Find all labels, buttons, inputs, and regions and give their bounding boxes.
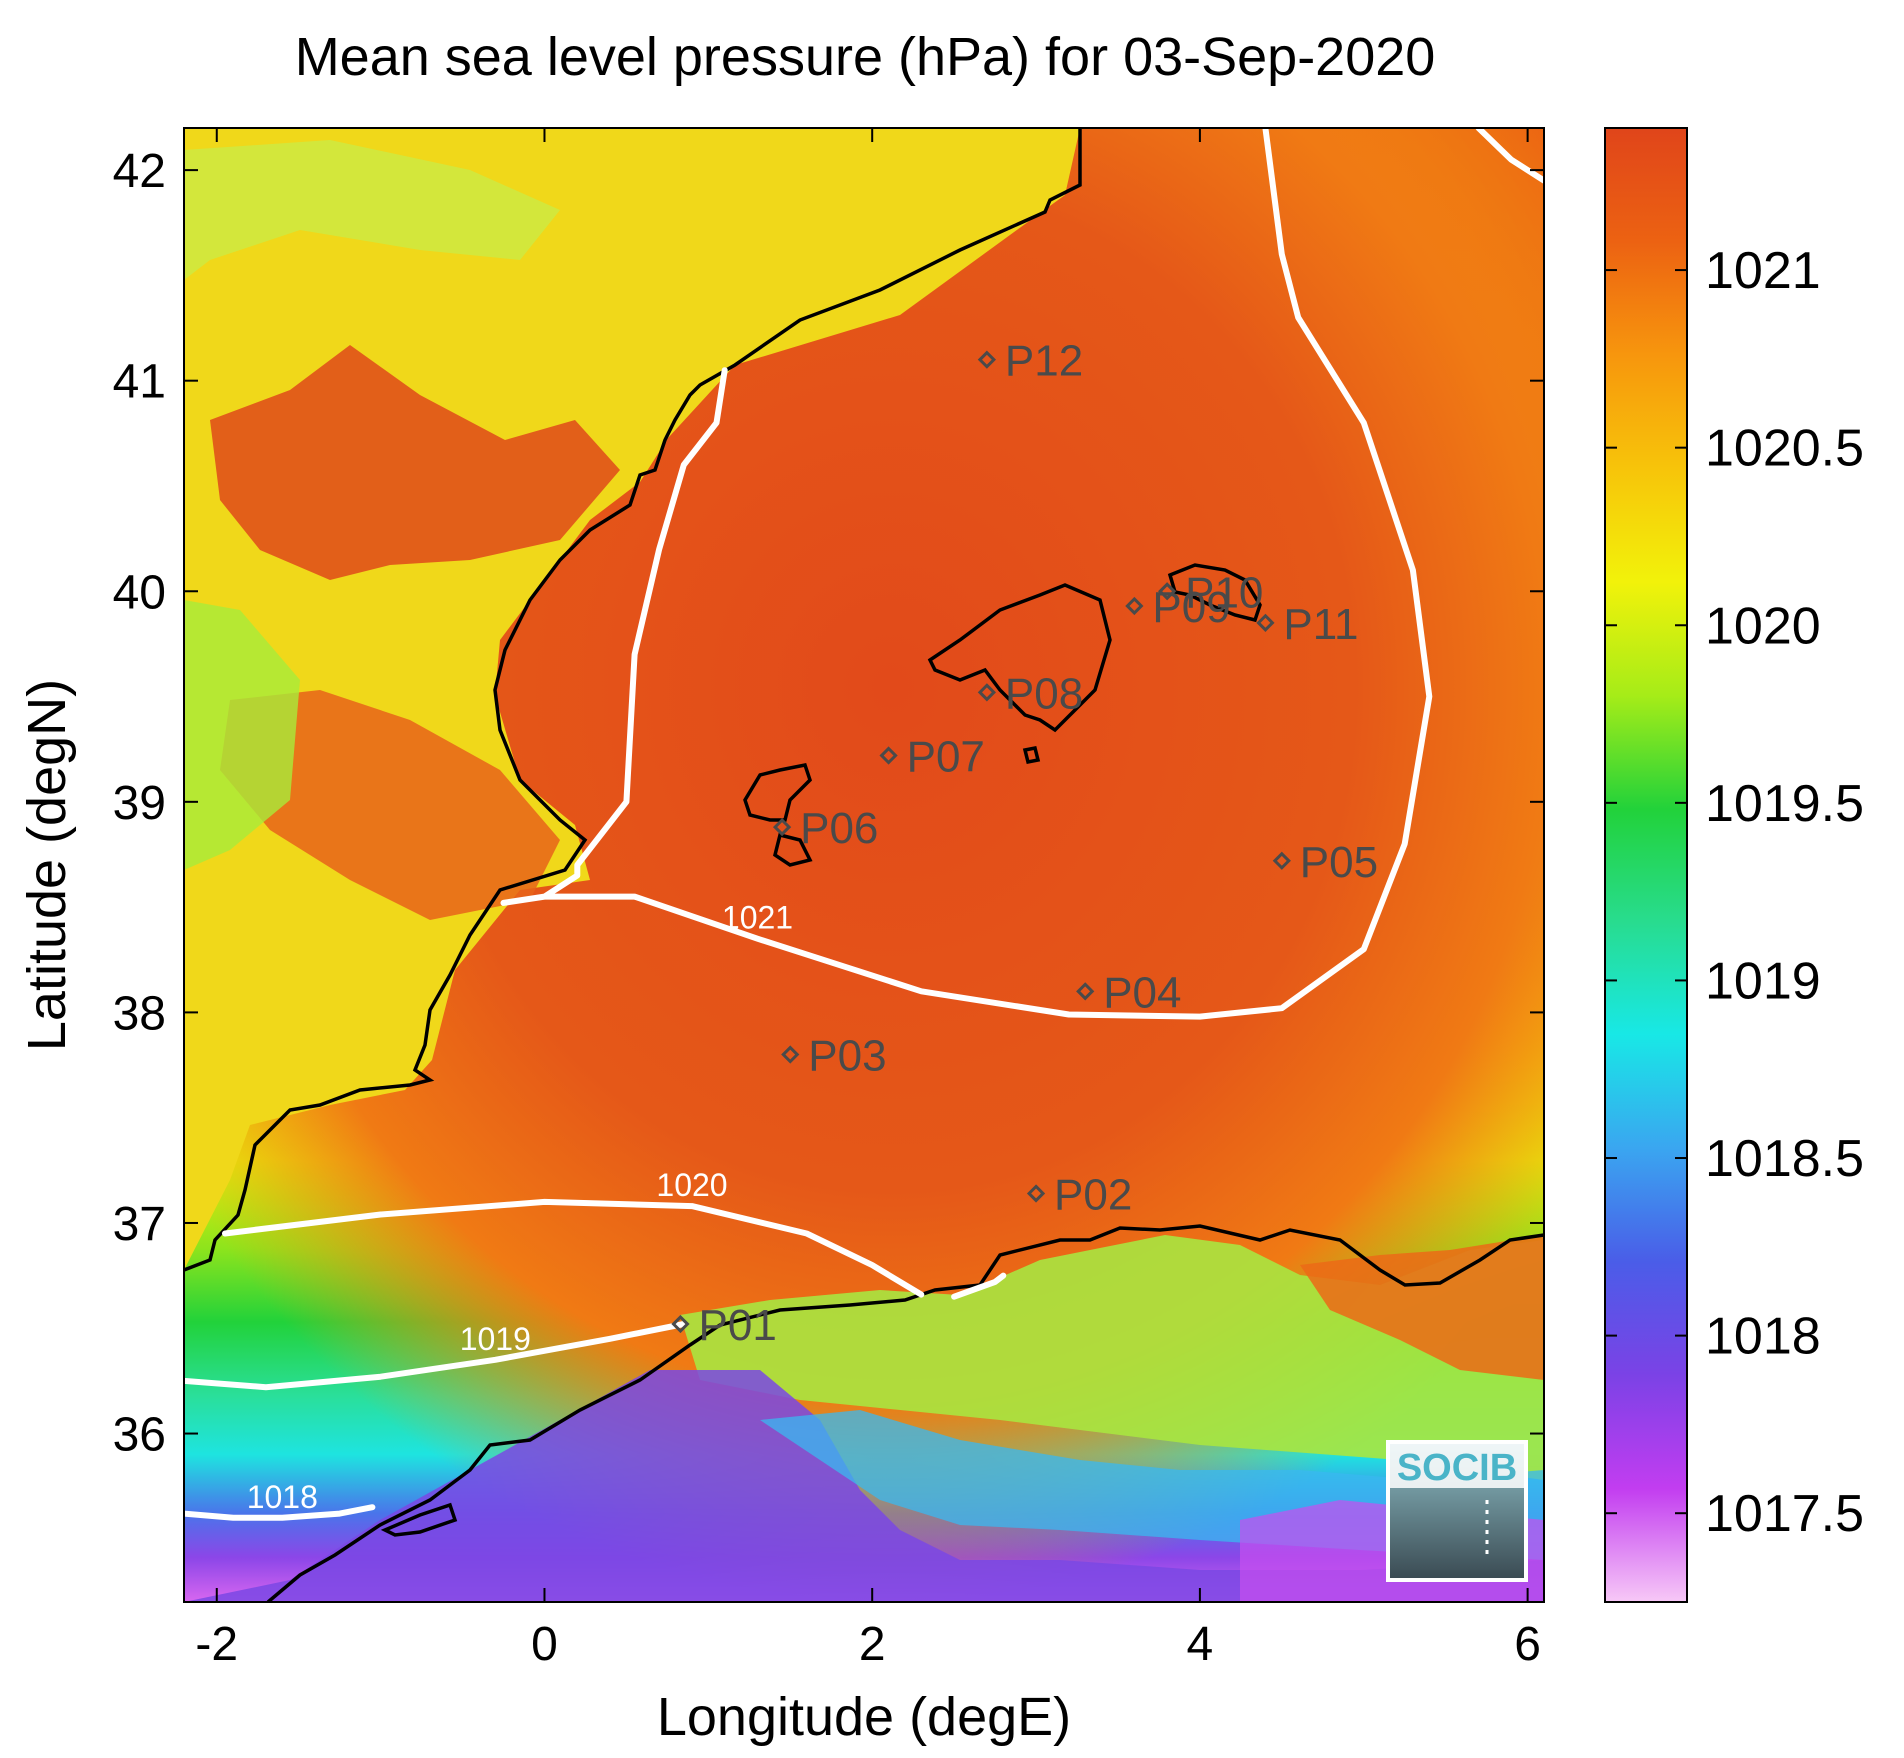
plot-frame xyxy=(183,127,1545,1603)
y-tick-label: 42 xyxy=(113,145,166,198)
y-tick-label: 36 xyxy=(113,1409,166,1462)
colorbar-tick-label: 1021 xyxy=(1705,242,1821,300)
contour-1020 xyxy=(222,1198,925,1298)
x-tick-label: 0 xyxy=(531,1618,558,1671)
coastline-mallorca xyxy=(927,583,1112,733)
station-marker xyxy=(1026,1184,1046,1203)
station-marker xyxy=(879,746,898,765)
land-field-africa-purple xyxy=(184,1370,1544,1602)
station-label: P05 xyxy=(1300,838,1378,887)
colorbar-tick-label: 1017.5 xyxy=(1705,1485,1864,1543)
colorbar-tick-label: 1019.5 xyxy=(1705,775,1864,833)
land-field-africa-orange xyxy=(1300,1235,1544,1380)
y-tick-label: 41 xyxy=(113,356,166,409)
contour-1020 xyxy=(951,1272,1007,1300)
colorbar-tick-label: 1018 xyxy=(1705,1308,1821,1366)
y-tick-label: 40 xyxy=(113,566,166,619)
contour-lines: 1018 1019 1020 1021 xyxy=(184,128,1544,1521)
coastline-formentera xyxy=(773,832,813,867)
colorbar-ticks: 1017.5 1018 1018.5 1019 1019.5 1020 1020.5 1021 xyxy=(1605,242,1864,1543)
station-label: P02 xyxy=(1054,1171,1132,1220)
x-axis: -2 0 2 4 6 xyxy=(195,128,1541,1671)
coastline-ibiza xyxy=(743,762,813,822)
coastline-alboran xyxy=(380,1502,458,1537)
station-marker xyxy=(781,1045,800,1064)
land-field-iberia-high xyxy=(210,345,620,580)
land-field-iberia-north xyxy=(184,140,560,280)
coastline-africa xyxy=(266,1224,1544,1602)
land-field-iberia-green xyxy=(184,600,300,870)
coastline-cabrera xyxy=(1022,745,1041,765)
contour-1019 xyxy=(184,1321,687,1391)
station-marker xyxy=(1076,982,1095,1001)
colorbar-tick-label: 1020.5 xyxy=(1705,420,1864,478)
contour-label: 1021 xyxy=(722,900,793,936)
socib-logo-text: SOCIB xyxy=(1397,1447,1517,1489)
coastline-iberia xyxy=(184,128,1082,1272)
station-label: P11 xyxy=(1283,600,1358,649)
y-tick-label: 38 xyxy=(113,987,166,1040)
station-marker xyxy=(977,350,997,369)
chart-title: Mean sea level pressure (hPa) for 03-Sep… xyxy=(295,27,1436,87)
x-tick-label: 2 xyxy=(859,1618,886,1671)
contour-1021 xyxy=(500,128,1433,1020)
station-marker xyxy=(1256,613,1275,632)
station-label: P10 xyxy=(1185,568,1263,617)
y-axis-label: Latitude (degN) xyxy=(17,679,77,1051)
colorbar-tick-label: 1020 xyxy=(1705,597,1821,655)
station-marker xyxy=(671,1314,690,1334)
station-marker xyxy=(977,683,997,702)
contour-1018 xyxy=(184,1504,376,1521)
coastlines xyxy=(184,128,1544,1602)
station-label: P12 xyxy=(1005,337,1083,386)
colorbar xyxy=(1604,127,1688,1603)
y-axis: 36 37 38 39 40 41 42 xyxy=(113,145,1544,1462)
x-axis-label: Longitude (degE) xyxy=(657,1687,1071,1747)
colorbar-tick-label: 1019 xyxy=(1705,952,1821,1010)
station-label: P09 xyxy=(1152,583,1230,632)
x-tick-label: -2 xyxy=(195,1618,238,1671)
contour-label: 1019 xyxy=(460,1321,531,1357)
y-tick-label: 39 xyxy=(113,777,166,830)
station-marker xyxy=(1158,582,1177,601)
station-label: P04 xyxy=(1103,968,1181,1017)
station-label: P07 xyxy=(907,733,985,782)
x-tick-label: 4 xyxy=(1187,1618,1214,1671)
station-label: P08 xyxy=(1005,669,1083,718)
station-label: P06 xyxy=(800,804,878,853)
station-marker xyxy=(1272,851,1291,870)
colorbar-tick-label: 1018.5 xyxy=(1705,1130,1864,1188)
contour-1021 xyxy=(1475,128,1544,184)
contour-label: 1020 xyxy=(656,1167,727,1203)
station-marker xyxy=(772,817,792,837)
coastline-menorca xyxy=(1167,563,1262,623)
x-tick-label: 6 xyxy=(1514,1618,1541,1671)
socib-logo: SOCIB xyxy=(1386,1440,1528,1582)
contour-label: 1018 xyxy=(247,1479,318,1515)
station-label: P03 xyxy=(808,1032,886,1081)
land-field-iberia-high2 xyxy=(220,690,560,920)
y-tick-label: 37 xyxy=(113,1198,166,1251)
station-label: P01 xyxy=(699,1301,777,1350)
station-marker xyxy=(1125,596,1144,616)
